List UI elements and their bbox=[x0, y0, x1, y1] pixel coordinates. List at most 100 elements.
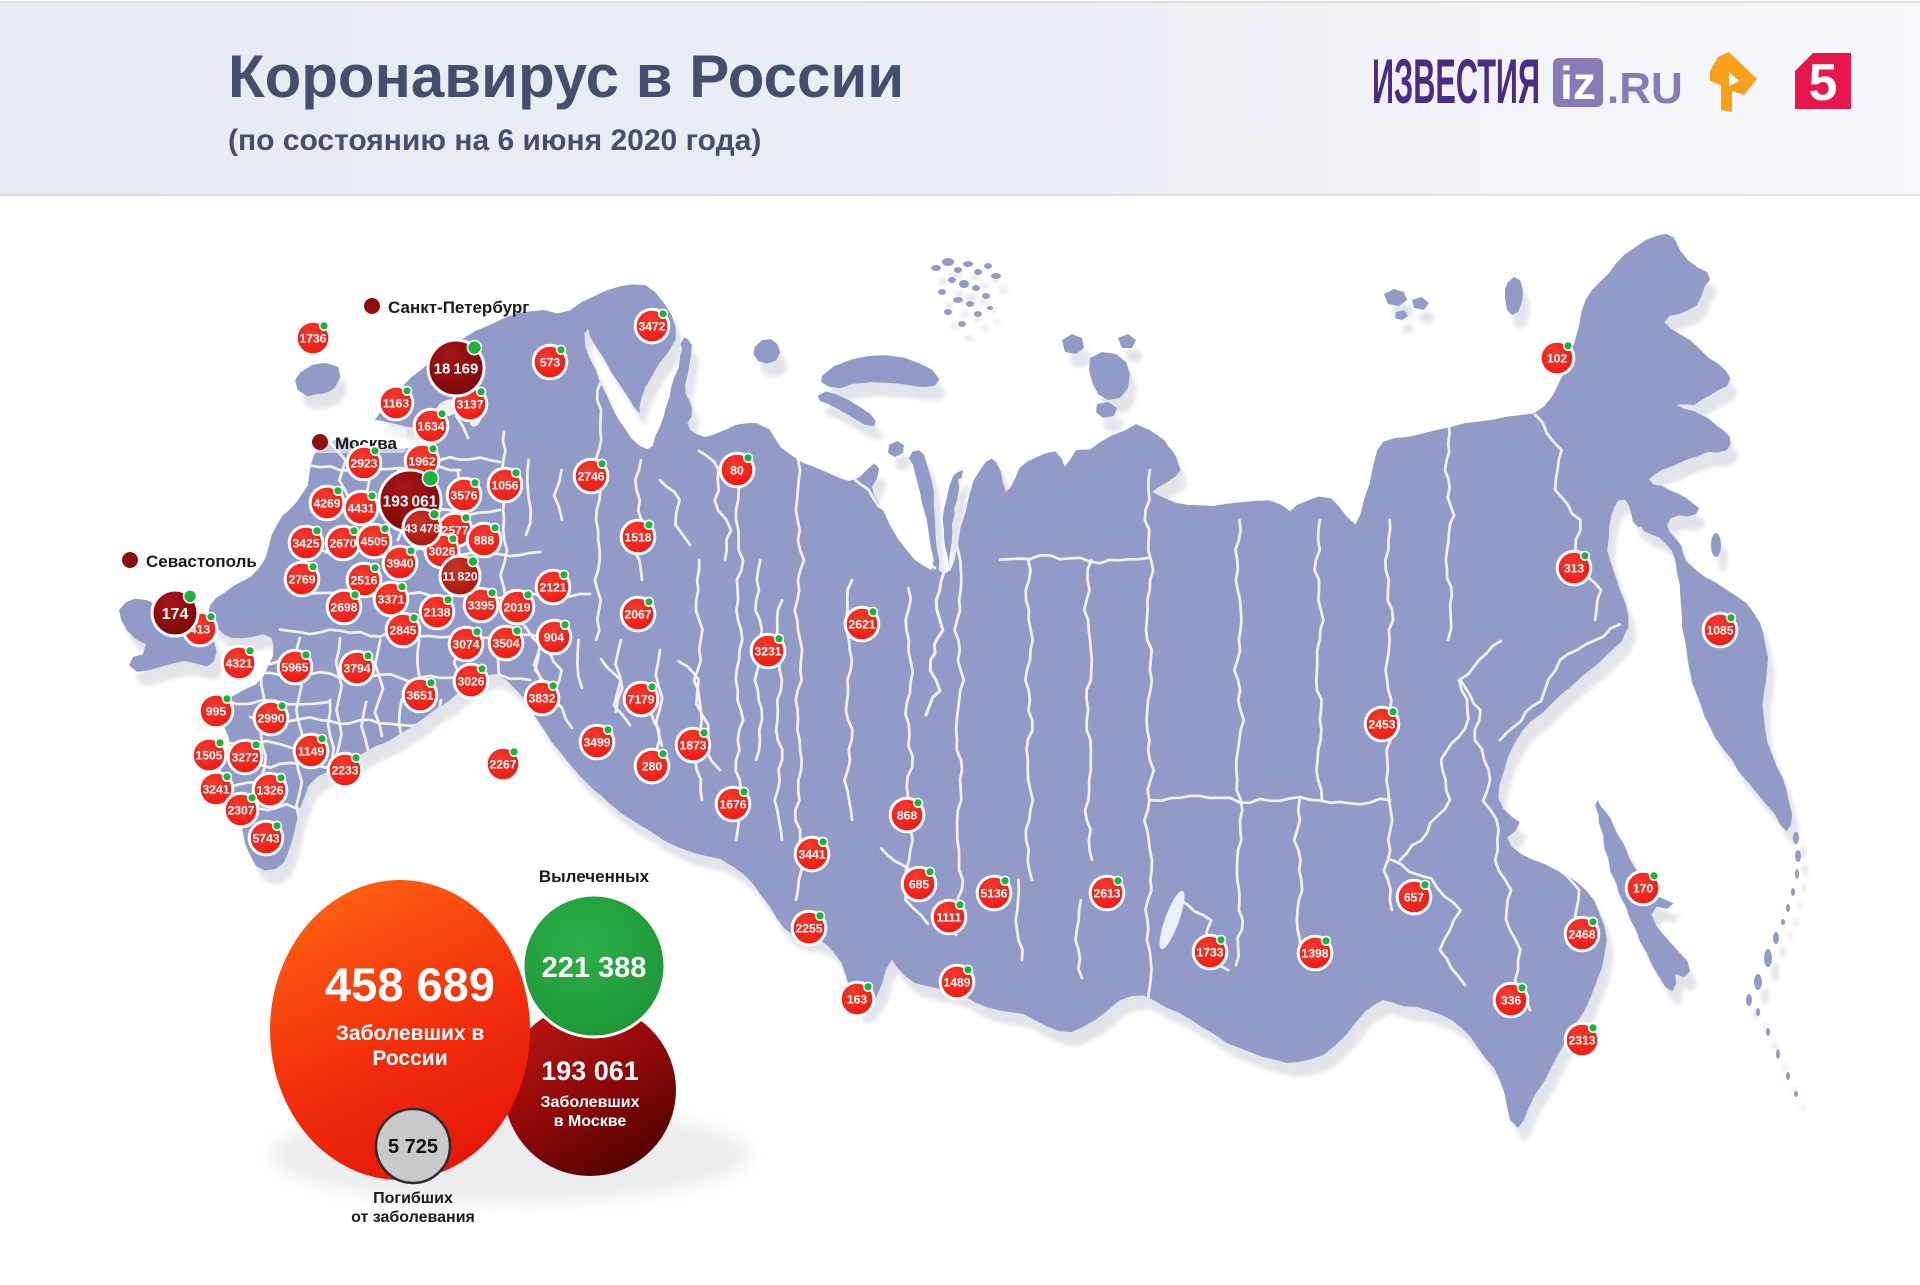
svg-text:3441: 3441 bbox=[798, 847, 825, 861]
svg-text:102: 102 bbox=[1547, 351, 1568, 365]
svg-text:3472: 3472 bbox=[638, 319, 665, 333]
svg-text:280: 280 bbox=[642, 759, 663, 773]
svg-text:1873: 1873 bbox=[679, 738, 706, 752]
svg-text:221 388: 221 388 bbox=[542, 952, 647, 984]
svg-text:Севастополь: Севастополь bbox=[146, 552, 257, 571]
svg-text:313: 313 bbox=[1564, 561, 1585, 575]
svg-text:2990: 2990 bbox=[257, 711, 284, 725]
svg-text:1398: 1398 bbox=[1301, 946, 1328, 960]
svg-text:3576: 3576 bbox=[450, 488, 477, 502]
svg-text:3832: 3832 bbox=[528, 691, 555, 705]
svg-text:80: 80 bbox=[730, 463, 744, 477]
svg-text:5: 5 bbox=[1809, 54, 1838, 112]
svg-text:18 169: 18 169 bbox=[434, 360, 479, 377]
svg-text:43 478: 43 478 bbox=[404, 521, 440, 535]
svg-text:3074: 3074 bbox=[452, 637, 479, 651]
svg-text:Вылеченных: Вылеченных bbox=[539, 867, 650, 886]
svg-text:2267: 2267 bbox=[489, 757, 516, 771]
svg-text:2121: 2121 bbox=[539, 580, 566, 594]
svg-text:3395: 3395 bbox=[467, 598, 494, 612]
svg-text:868: 868 bbox=[897, 808, 918, 822]
svg-text:163: 163 bbox=[847, 992, 868, 1006]
svg-text:Москва: Москва bbox=[335, 434, 398, 453]
svg-text:Санкт-Петербург: Санкт-Петербург bbox=[388, 298, 529, 317]
svg-text:2845: 2845 bbox=[389, 623, 416, 637]
svg-text:573: 573 bbox=[540, 355, 561, 369]
svg-text:1056: 1056 bbox=[491, 478, 518, 492]
svg-text:Погибших: Погибших bbox=[373, 1190, 453, 1207]
svg-text:ИЗВЕСТИЯ: ИЗВЕСТИЯ bbox=[1372, 47, 1540, 117]
svg-text:iz: iz bbox=[1560, 57, 1596, 109]
svg-text:1326: 1326 bbox=[256, 783, 283, 797]
svg-text:995: 995 bbox=[206, 704, 227, 718]
svg-text:1149: 1149 bbox=[298, 744, 325, 758]
svg-text:11 820: 11 820 bbox=[442, 569, 477, 583]
svg-text:458 689: 458 689 bbox=[325, 958, 495, 1011]
svg-text:4431: 4431 bbox=[347, 501, 374, 515]
svg-text:1505: 1505 bbox=[195, 748, 222, 762]
svg-text:3499: 3499 bbox=[583, 735, 610, 749]
svg-text:1962: 1962 bbox=[408, 454, 435, 468]
svg-text:4269: 4269 bbox=[313, 496, 340, 510]
svg-text:1111: 1111 bbox=[936, 910, 961, 924]
svg-text:1163: 1163 bbox=[383, 396, 410, 410]
svg-text:2453: 2453 bbox=[1368, 717, 1395, 731]
svg-text:1736: 1736 bbox=[299, 331, 326, 345]
svg-text:России: России bbox=[372, 1047, 447, 1070]
svg-text:2516: 2516 bbox=[350, 573, 377, 587]
svg-text:3026: 3026 bbox=[457, 674, 484, 688]
svg-text:5136: 5136 bbox=[980, 886, 1007, 900]
svg-text:2621: 2621 bbox=[848, 617, 875, 631]
svg-text:3794: 3794 bbox=[343, 661, 370, 675]
svg-text:Заболевших в: Заболевших в bbox=[336, 1022, 485, 1045]
svg-text:2769: 2769 bbox=[288, 572, 315, 586]
svg-text:2138: 2138 bbox=[423, 605, 450, 619]
svg-text:2313: 2313 bbox=[1568, 1033, 1595, 1047]
svg-text:1634: 1634 bbox=[417, 419, 444, 433]
svg-text:от заболевания: от заболевания bbox=[351, 1209, 475, 1226]
svg-text:1676: 1676 bbox=[719, 797, 746, 811]
svg-text:4505: 4505 bbox=[360, 534, 387, 548]
svg-text:2613: 2613 bbox=[1093, 886, 1120, 900]
svg-text:904: 904 bbox=[544, 630, 565, 644]
svg-text:3940: 3940 bbox=[386, 556, 413, 570]
svg-text:657: 657 bbox=[1404, 890, 1425, 904]
svg-text:2307: 2307 bbox=[227, 803, 254, 817]
svg-text:193 061: 193 061 bbox=[541, 1056, 639, 1086]
svg-text:Коронавирус в России: Коронавирус в России bbox=[228, 43, 904, 110]
svg-text:3241: 3241 bbox=[202, 782, 229, 796]
svg-text:3231: 3231 bbox=[754, 644, 781, 658]
svg-text:.RU: .RU bbox=[1607, 64, 1683, 113]
svg-text:3504: 3504 bbox=[492, 636, 519, 650]
svg-text:174: 174 bbox=[162, 606, 189, 623]
svg-text:2746: 2746 bbox=[577, 469, 604, 483]
svg-text:1489: 1489 bbox=[943, 975, 970, 989]
svg-text:170: 170 bbox=[1633, 881, 1654, 895]
svg-text:2468: 2468 bbox=[1568, 927, 1595, 941]
svg-text:в Москве: в Москве bbox=[554, 1113, 627, 1130]
svg-text:3371: 3371 bbox=[377, 592, 404, 606]
svg-text:2923: 2923 bbox=[350, 456, 377, 470]
svg-text:193 061: 193 061 bbox=[383, 494, 438, 511]
svg-text:3272: 3272 bbox=[231, 750, 258, 764]
svg-text:3026: 3026 bbox=[428, 544, 455, 558]
svg-text:2233: 2233 bbox=[331, 763, 358, 777]
svg-text:3651: 3651 bbox=[406, 688, 433, 702]
svg-text:7179: 7179 bbox=[627, 692, 654, 706]
svg-text:2698: 2698 bbox=[330, 600, 357, 614]
svg-text:1518: 1518 bbox=[624, 530, 651, 544]
svg-text:1085: 1085 bbox=[1706, 623, 1733, 637]
svg-text:5743: 5743 bbox=[252, 831, 279, 845]
svg-text:5 725: 5 725 bbox=[388, 1136, 438, 1158]
svg-text:5965: 5965 bbox=[281, 660, 308, 674]
svg-text:2670: 2670 bbox=[329, 536, 356, 550]
svg-text:4321: 4321 bbox=[225, 656, 252, 670]
svg-text:(по состоянию на 6 июня 2020 г: (по состоянию на 6 июня 2020 года) bbox=[228, 124, 761, 157]
svg-text:3425: 3425 bbox=[292, 536, 319, 550]
svg-text:1733: 1733 bbox=[1196, 945, 1223, 959]
svg-text:685: 685 bbox=[909, 877, 930, 891]
svg-text:3137: 3137 bbox=[456, 397, 483, 411]
svg-text:2067: 2067 bbox=[624, 607, 651, 621]
svg-text:336: 336 bbox=[1501, 993, 1522, 1007]
svg-text:2255: 2255 bbox=[795, 921, 822, 935]
